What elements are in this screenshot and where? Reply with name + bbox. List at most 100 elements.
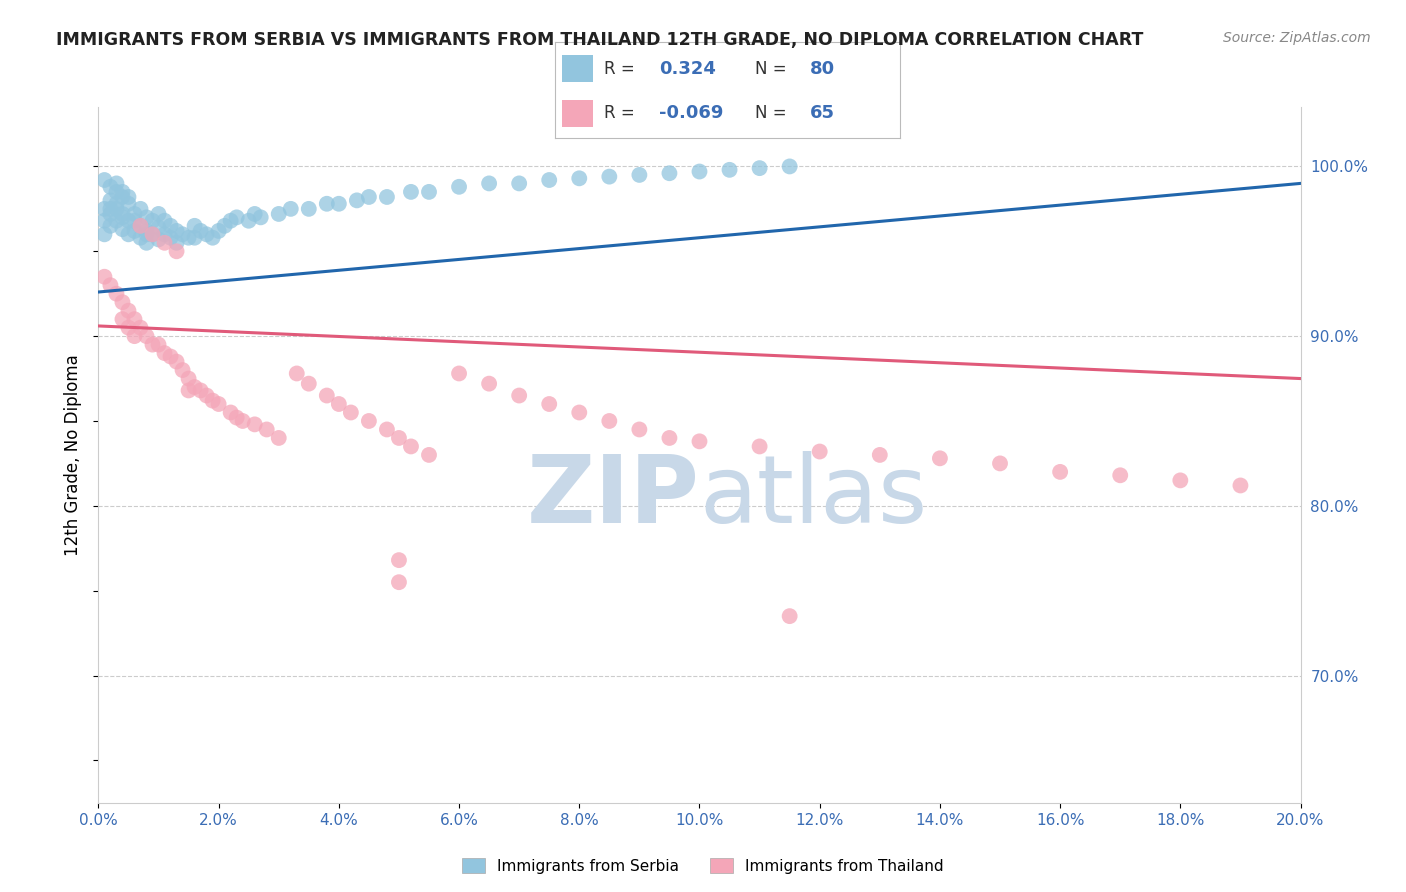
Point: [388, 553, 411, 567]
Point: [689, 164, 711, 178]
Point: [1049, 465, 1071, 479]
Point: [478, 177, 501, 191]
Point: [105, 286, 128, 301]
Point: [100, 194, 122, 208]
Point: [508, 388, 530, 402]
Point: [357, 190, 380, 204]
Point: [135, 329, 157, 343]
Point: [214, 219, 236, 233]
Point: [111, 295, 134, 310]
Point: [538, 397, 561, 411]
Point: [447, 179, 470, 194]
Point: [315, 388, 337, 402]
Point: [129, 230, 152, 244]
Point: [508, 177, 530, 191]
Point: [148, 232, 170, 246]
Point: [190, 384, 212, 398]
Point: [568, 405, 591, 419]
Point: [208, 397, 231, 411]
Point: [159, 350, 181, 364]
Point: [93, 173, 115, 187]
Point: [141, 227, 163, 242]
Point: [100, 207, 122, 221]
Point: [117, 213, 139, 227]
Point: [124, 329, 146, 343]
Text: 65: 65: [810, 104, 835, 122]
Text: -0.069: -0.069: [658, 104, 723, 122]
Point: [177, 230, 200, 244]
Point: [1170, 474, 1192, 488]
Point: [177, 371, 200, 385]
Point: [93, 202, 115, 216]
Y-axis label: 12th Grade, No Diploma: 12th Grade, No Diploma: [65, 354, 83, 556]
Text: 0.324: 0.324: [658, 60, 716, 78]
Point: [232, 414, 254, 428]
Point: [538, 173, 561, 187]
Point: [929, 451, 952, 466]
Point: [183, 230, 205, 244]
Point: [141, 227, 163, 242]
Point: [340, 405, 363, 419]
Point: [111, 185, 134, 199]
Point: [346, 194, 368, 208]
Point: [135, 211, 157, 225]
Point: [111, 312, 134, 326]
Point: [225, 410, 247, 425]
Point: [238, 213, 260, 227]
Text: 80: 80: [810, 60, 835, 78]
Point: [208, 224, 231, 238]
Point: [166, 244, 188, 259]
Legend: Immigrants from Serbia, Immigrants from Thailand: Immigrants from Serbia, Immigrants from …: [456, 852, 950, 880]
Text: ZIP: ZIP: [527, 450, 700, 542]
Point: [111, 207, 134, 221]
Point: [598, 414, 620, 428]
Text: Source: ZipAtlas.com: Source: ZipAtlas.com: [1223, 31, 1371, 45]
Point: [388, 431, 411, 445]
Point: [141, 213, 163, 227]
Point: [328, 196, 350, 211]
Point: [148, 207, 170, 221]
Point: [117, 303, 139, 318]
Point: [267, 207, 290, 221]
Point: [1109, 468, 1132, 483]
Point: [568, 171, 591, 186]
Point: [129, 202, 152, 216]
Point: [1229, 478, 1251, 492]
Point: [159, 230, 181, 244]
Point: [93, 213, 115, 227]
Point: [124, 312, 146, 326]
Text: IMMIGRANTS FROM SERBIA VS IMMIGRANTS FROM THAILAND 12TH GRADE, NO DIPLOMA CORREL: IMMIGRANTS FROM SERBIA VS IMMIGRANTS FRO…: [56, 31, 1143, 49]
Point: [779, 160, 801, 174]
Point: [201, 230, 224, 244]
Point: [658, 166, 681, 180]
Point: [219, 213, 242, 227]
Point: [105, 185, 128, 199]
Point: [201, 393, 224, 408]
Point: [153, 235, 176, 250]
Point: [779, 609, 801, 624]
Point: [117, 190, 139, 204]
Point: [418, 448, 440, 462]
Point: [243, 417, 266, 432]
FancyBboxPatch shape: [562, 100, 593, 127]
Point: [100, 219, 122, 233]
Point: [298, 202, 321, 216]
Point: [117, 196, 139, 211]
Point: [718, 162, 741, 177]
Point: [375, 422, 398, 436]
Point: [124, 213, 146, 227]
Point: [628, 422, 651, 436]
Point: [183, 219, 205, 233]
Point: [100, 179, 122, 194]
Point: [280, 202, 302, 216]
Point: [166, 224, 188, 238]
Point: [328, 397, 350, 411]
Point: [148, 337, 170, 351]
Point: [166, 235, 188, 250]
Point: [111, 190, 134, 204]
Point: [219, 405, 242, 419]
Point: [399, 439, 422, 453]
Point: [153, 213, 176, 227]
Point: [418, 185, 440, 199]
FancyBboxPatch shape: [562, 55, 593, 82]
